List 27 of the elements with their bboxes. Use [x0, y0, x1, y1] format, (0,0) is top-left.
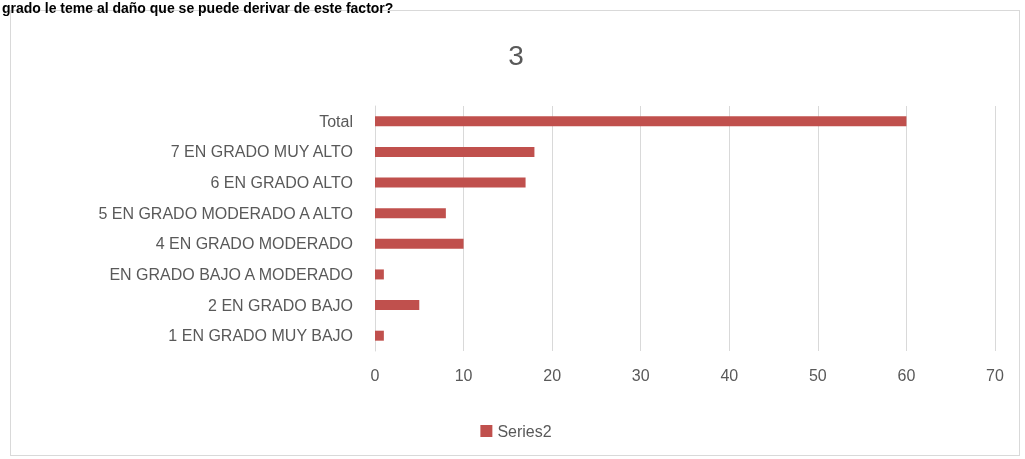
y-tick-label: 7 EN GRADO MUY ALTO: [170, 143, 353, 161]
x-tick-label: 0: [370, 366, 380, 384]
bar: [375, 177, 526, 188]
y-tick-label: 5 EN GRADO MODERADO A ALTO: [98, 204, 353, 222]
bar: [375, 208, 446, 219]
x-tick-label: 20: [543, 366, 562, 384]
bar: [375, 116, 907, 127]
x-tick-label: 40: [720, 366, 739, 384]
bar: [375, 330, 384, 341]
x-tick-label: 60: [897, 366, 916, 384]
y-tick-label: 2 EN GRADO BAJO: [208, 296, 353, 314]
y-tick-label: Total: [319, 112, 353, 130]
chart-title: 3: [508, 39, 524, 71]
legend-label: Series2: [497, 422, 552, 440]
x-tick-label: 50: [808, 366, 827, 384]
bar: [375, 269, 384, 280]
y-tick-label: 1 EN GRADO MUY BAJO: [168, 327, 353, 345]
bar: [375, 146, 535, 157]
x-tick-label: 70: [986, 366, 1004, 384]
text: grado le teme al daño que se puede derivar de este factor?: [2, 0, 394, 16]
y-tick-label: 6 EN GRADO ALTO: [210, 174, 353, 192]
bar: [375, 238, 464, 249]
bar: [375, 300, 420, 311]
y-tick-label: 4 EN GRADO MODERADO: [155, 235, 353, 253]
y-tick-label: EN GRADO BAJO A MODERADO: [109, 265, 353, 283]
x-tick-label: 30: [631, 366, 650, 384]
x-tick-label: 10: [454, 366, 473, 384]
